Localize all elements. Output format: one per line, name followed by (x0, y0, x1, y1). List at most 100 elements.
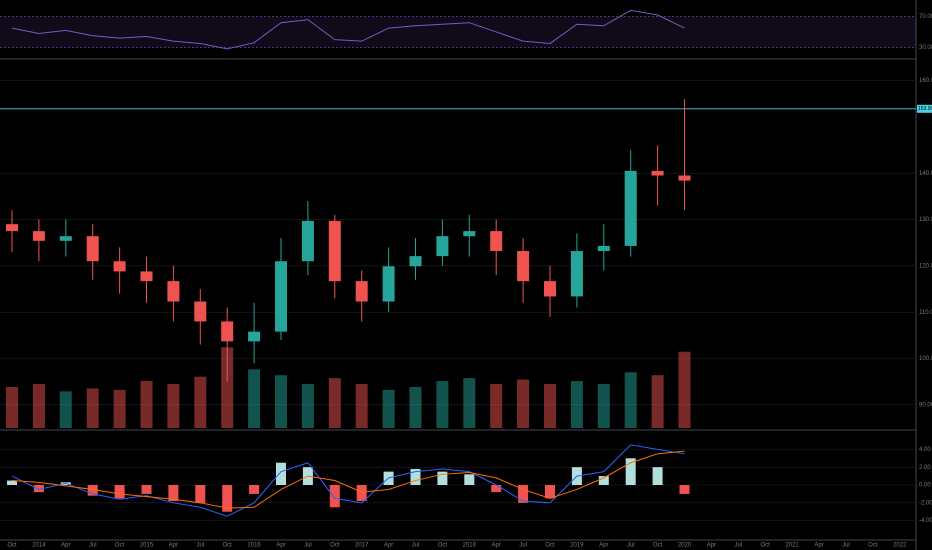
macd-histogram-bar (679, 485, 690, 494)
volume-bar (624, 372, 637, 428)
macd-histogram-bar (545, 485, 555, 499)
x-tick-label: Jul (304, 543, 312, 549)
volume-bar (328, 378, 341, 428)
x-tick-label: Apr (707, 543, 716, 549)
macd-histogram-bar (276, 462, 286, 485)
candle-body (570, 251, 583, 297)
candle-body (678, 175, 691, 181)
candle-body (597, 245, 610, 252)
x-tick-label: Oct (653, 543, 663, 549)
volume-bar (490, 384, 503, 428)
candle-body (463, 231, 476, 237)
candle-body (140, 271, 153, 282)
volume-bar (167, 384, 180, 428)
macd-histogram-bar (464, 474, 475, 485)
x-tick-label: Jul (519, 543, 527, 549)
x-tick-label: 2018 (463, 543, 477, 549)
volume-bar (275, 375, 287, 428)
candle-body (651, 170, 664, 176)
candle-body (436, 236, 449, 257)
candle-body (113, 261, 126, 272)
rsi-line (11, 9, 685, 50)
macd-line (11, 444, 685, 517)
macd-histogram-bar (356, 485, 367, 502)
x-tick-label: 2016 (247, 543, 261, 549)
macd-histogram-bar (329, 485, 340, 508)
x-tick-label: Oct (7, 543, 17, 549)
x-tick-label: Apr (814, 543, 823, 549)
macd-histogram-bar (410, 468, 421, 485)
x-tick-label: Apr (61, 543, 70, 549)
y-tick-label: 100.00 (919, 356, 932, 362)
volume-bar (59, 391, 72, 428)
x-tick-label: Jul (734, 543, 742, 549)
volume-bar (651, 375, 664, 428)
y-tick-label: 110.00 (919, 310, 932, 316)
candle-body (275, 261, 287, 332)
macd-histogram-bar (141, 485, 152, 494)
candle-body (382, 266, 395, 302)
volume-bar (597, 384, 610, 428)
x-tick-label: Oct (868, 543, 878, 549)
macd-histogram-bar (625, 458, 636, 485)
x-tick-label: Jul (627, 543, 635, 549)
x-tick-label: Oct (115, 543, 125, 549)
y-tick-label: 2.00 (919, 465, 931, 471)
y-tick-label: 140.00 (919, 171, 932, 177)
y-tick-label: 130.00 (919, 217, 932, 223)
x-tick-label: Jul (89, 543, 97, 549)
volume-bar (194, 376, 207, 428)
x-tick-label: Apr (492, 543, 501, 549)
volume-bar (140, 381, 153, 428)
macd-histogram-bar (7, 480, 17, 485)
candle-body (544, 281, 556, 297)
x-tick-label: Oct (330, 543, 340, 549)
candle-body (167, 281, 180, 302)
x-tick-label: Apr (384, 543, 393, 549)
macd-histogram-bar (437, 471, 448, 485)
x-tick-label: Oct (223, 543, 233, 549)
y-tick-label: -2.00 (919, 500, 932, 506)
y-tick-label: 4.00 (919, 447, 931, 453)
level-label-bg (917, 104, 932, 113)
y-tick-label: -4.00 (919, 518, 932, 524)
candle-body (6, 224, 18, 232)
x-tick-label: 2021 (785, 543, 799, 549)
macd-histogram-bar (598, 476, 609, 485)
candle-body (490, 231, 503, 252)
macd-histogram-bar (222, 485, 233, 512)
x-tick-label: Apr (599, 543, 608, 549)
candle-body (194, 301, 207, 322)
y-tick-label: 30.00 (919, 45, 932, 51)
candle-body (301, 220, 314, 262)
volume-bar (436, 381, 449, 428)
level-label: 153.90 (918, 106, 932, 112)
candle-body (355, 281, 368, 302)
candle-body (221, 321, 234, 342)
y-tick-label: 160.00 (919, 78, 932, 84)
volume-bar (382, 389, 395, 428)
x-tick-label: 2019 (570, 543, 584, 549)
x-tick-label: Apr (276, 543, 285, 549)
y-tick-label: 0.00 (919, 483, 931, 489)
x-tick-label: Jul (412, 543, 420, 549)
x-tick-label: Jul (196, 543, 204, 549)
macd-histogram-bar (33, 485, 44, 493)
macd-line (11, 450, 685, 509)
candle-body (517, 251, 530, 282)
volume-bar (6, 386, 18, 428)
x-tick-label: Jul (842, 543, 850, 549)
volume-bar (678, 351, 691, 428)
candle-body (248, 331, 261, 342)
volume-bar (544, 384, 556, 428)
macd-histogram-bar (249, 485, 260, 494)
x-tick-label: Oct (438, 543, 448, 549)
volume-bar (409, 386, 422, 428)
x-tick-label: 2014 (32, 543, 46, 549)
macd-histogram-bar (491, 485, 502, 493)
candle-body (86, 236, 99, 262)
y-tick-label: 120.00 (919, 263, 932, 269)
x-tick-label: 2017 (355, 543, 369, 549)
